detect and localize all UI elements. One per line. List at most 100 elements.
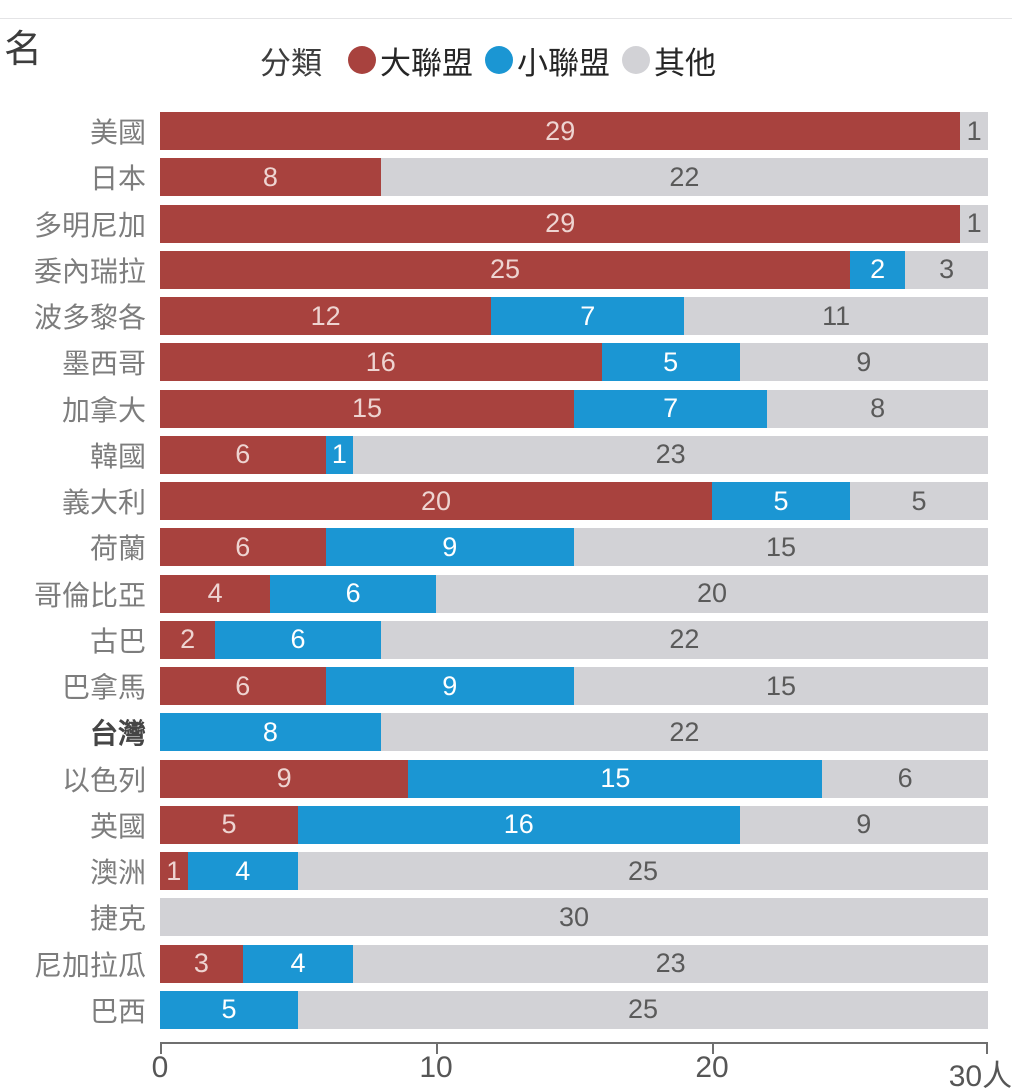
bar-value-label: 15 — [765, 670, 796, 701]
bar-track: 8 22 — [160, 158, 988, 197]
row-axis-label: 名 — [4, 29, 43, 71]
bar-value-label: 9 — [276, 763, 292, 794]
bar-segment-other: 23 — [353, 944, 988, 983]
bar-segment-minor: 7 — [574, 389, 768, 428]
bar-value-label: 16 — [503, 809, 534, 840]
chart-row: 荷蘭 6 9 15 — [0, 524, 1012, 570]
bar-value-label: 4 — [207, 578, 223, 609]
chart-row: 日本 8 22 — [0, 154, 1012, 200]
bar-track: 4 6 20 — [160, 574, 988, 613]
legend-item-major: 大聯盟 — [348, 38, 473, 83]
bar-value-label: 12 — [310, 300, 341, 331]
x-axis-tick-label: 0 — [151, 1051, 169, 1084]
category-label: 巴西 — [89, 995, 146, 1027]
category-label: 澳洲 — [89, 857, 146, 889]
bar-segment-other: 15 — [573, 528, 988, 567]
bar-segment-major: 3 — [160, 944, 243, 983]
bar-track: 9 15 6 — [160, 759, 988, 798]
bar-segment-major: 15 — [160, 389, 574, 428]
bar-segment-other: 23 — [353, 435, 988, 474]
bar-segment-major: 20 — [160, 482, 712, 521]
bar-track: 8 22 — [160, 713, 988, 752]
legend-item-label: 小聯盟 — [517, 45, 610, 81]
legend-item-label: 大聯盟 — [380, 45, 473, 81]
bar-track: 12 7 11 — [160, 297, 988, 336]
category-label: 台灣 — [89, 718, 146, 750]
bar-track: 3 4 23 — [160, 944, 988, 983]
bar-value-label: 25 — [627, 994, 659, 1025]
bar-value-label: 5 — [773, 485, 789, 516]
x-axis-tick — [160, 1044, 162, 1054]
bar-value-label: 29 — [545, 115, 576, 146]
bar-segment-other: 9 — [739, 343, 988, 382]
bar-value-label: 9 — [856, 346, 872, 377]
x-axis-tick-labels: 0 10 20 30人 — [152, 1051, 1012, 1091]
legend-item-minor: 小聯盟 — [485, 38, 610, 83]
chart-row: 委內瑞拉 25 2 3 — [0, 247, 1012, 293]
bar-track: 29 1 — [160, 112, 988, 151]
bar-value-label: 11 — [822, 300, 851, 331]
bar-value-label: 1 — [966, 208, 982, 239]
bar-segment-other: 1 — [960, 204, 988, 243]
bar-segment-major: 29 — [160, 204, 961, 243]
bar-segment-minor: 6 — [215, 620, 381, 659]
bar-value-label: 5 — [911, 485, 927, 516]
category-label: 美國 — [89, 117, 146, 149]
category-label: 墨西哥 — [61, 348, 146, 380]
bar-value-label: 23 — [655, 439, 686, 470]
bar-value-label: 15 — [600, 763, 631, 794]
bar-segment-minor: 5 — [712, 482, 850, 521]
bar-segment-other: 22 — [380, 620, 988, 659]
x-axis-tick — [436, 1044, 438, 1054]
bar-track: 20 5 5 — [160, 482, 988, 521]
bar-segment-minor: 9 — [325, 667, 574, 706]
legend: 分類 大聯盟 小聯盟 其他 — [260, 38, 728, 83]
bar-segment-other: 15 — [573, 667, 988, 706]
bar-track: 5 25 — [160, 990, 988, 1029]
category-label: 韓國 — [89, 440, 146, 472]
chart-row: 以色列 9 15 6 — [0, 756, 1012, 802]
chart-row: 義大利 20 5 5 — [0, 478, 1012, 524]
bar-segment-minor: 5 — [601, 343, 740, 382]
bar-value-label: 2 — [180, 624, 196, 655]
bar-value-label: 6 — [345, 578, 361, 609]
bar-segment-other: 20 — [435, 574, 988, 613]
chart-row: 澳洲 1 4 25 — [0, 848, 1012, 894]
chart-row: 加拿大 15 7 8 — [0, 386, 1012, 432]
bar-segment-major: 12 — [160, 297, 492, 336]
chart-row: 哥倫比亞 4 6 20 — [0, 571, 1012, 617]
bar-value-label: 15 — [765, 531, 796, 562]
bar-segment-major: 4 — [160, 574, 271, 613]
category-label: 日本 — [89, 163, 146, 195]
chart-row: 巴西 5 25 — [0, 987, 1012, 1033]
bar-segment-minor: 7 — [491, 297, 685, 336]
x-axis-tick-label: 20 — [695, 1051, 729, 1084]
bar-value-label: 2 — [870, 254, 886, 285]
bar-track: 6 9 15 — [160, 667, 988, 706]
chart-row: 美國 29 1 — [0, 108, 1012, 154]
bar-segment-minor: 4 — [242, 944, 354, 983]
chart-row: 英國 5 16 9 — [0, 802, 1012, 848]
bar-segment-minor: 16 — [298, 805, 740, 844]
bar-value-label: 6 — [290, 624, 306, 655]
bar-value-label: 1 — [966, 115, 982, 146]
bar-segment-minor: 9 — [325, 528, 574, 567]
bar-track: 2 6 22 — [160, 620, 988, 659]
bar-segment-other: 11 — [684, 297, 988, 336]
legend-item-label: 其他 — [654, 45, 716, 81]
chart-row: 波多黎各 12 7 11 — [0, 293, 1012, 339]
bar-track: 30 — [160, 898, 988, 937]
bar-track: 6 1 23 — [160, 435, 988, 474]
bar-value-label: 15 — [351, 393, 383, 424]
bar-value-label: 6 — [897, 763, 913, 794]
category-label: 多明尼加 — [33, 209, 146, 241]
bar-value-label: 6 — [235, 439, 251, 470]
bar-segment-major: 6 — [160, 667, 326, 706]
bar-value-label: 9 — [442, 531, 458, 562]
bar-segment-other: 25 — [298, 990, 988, 1029]
x-axis-tick — [712, 1044, 714, 1054]
bar-segment-major: 29 — [160, 112, 961, 151]
chart-row: 尼加拉瓜 3 4 23 — [0, 941, 1012, 987]
legend-dot-minor — [485, 46, 513, 74]
